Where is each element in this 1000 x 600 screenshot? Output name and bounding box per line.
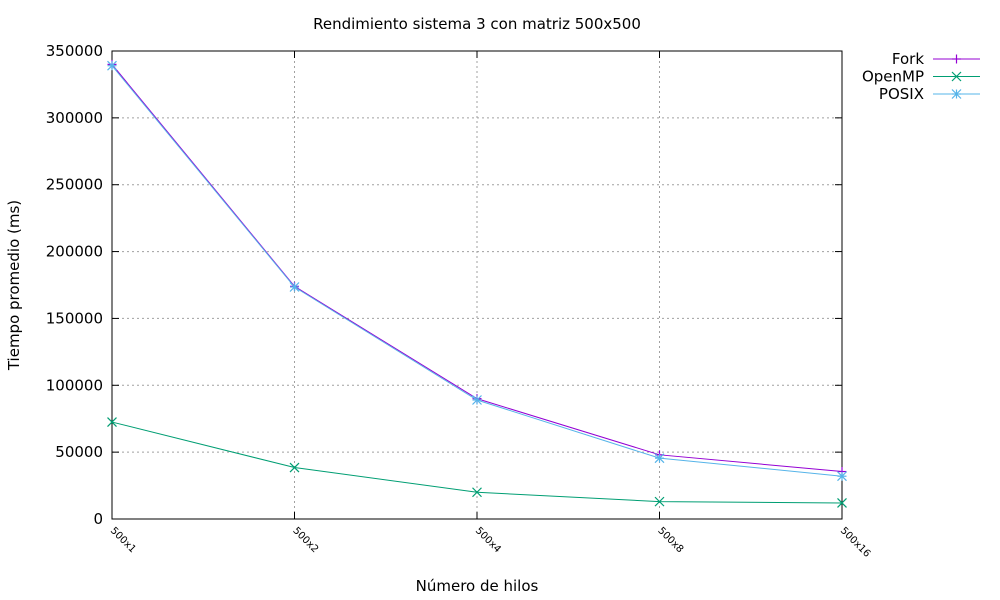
y-tick-label: 300000 xyxy=(46,109,103,127)
legend-label: OpenMP xyxy=(862,68,924,86)
data-point xyxy=(289,282,300,292)
series-openmp xyxy=(107,417,847,508)
x-axis-label: Número de hilos xyxy=(416,577,539,595)
series-group xyxy=(107,59,847,508)
x-tick-label: 500x2 xyxy=(290,525,320,555)
data-point xyxy=(472,395,482,405)
y-axis-ticks: 0 50000 100000 150000 200000 250000 300000 3500… xyxy=(46,42,842,528)
x-tick-label: 500x4 xyxy=(473,525,503,555)
data-point xyxy=(107,60,117,71)
legend-marker xyxy=(951,71,962,82)
y-tick-label: 0 xyxy=(93,510,103,528)
data-point xyxy=(837,498,847,508)
y-tick-label: 250000 xyxy=(46,176,103,194)
grid-lines xyxy=(112,51,842,519)
y-tick-label: 100000 xyxy=(46,376,103,394)
data-point xyxy=(472,487,482,498)
y-tick-label: 150000 xyxy=(46,309,103,327)
data-point xyxy=(654,496,665,507)
legend-label: Fork xyxy=(892,50,924,68)
x-tick-label: 500x8 xyxy=(655,525,685,555)
data-point xyxy=(837,471,847,482)
legend-item-posix: POSIX xyxy=(879,85,980,103)
legend-marker xyxy=(952,54,961,64)
legend-item-openmp: OpenMP xyxy=(862,68,980,86)
data-point xyxy=(654,453,665,464)
legend-marker xyxy=(951,89,962,99)
y-tick-label: 350000 xyxy=(46,42,103,60)
x-tick-label: 500x1 xyxy=(108,525,138,555)
chart-title: Rendimiento sistema 3 con matriz 500x500 xyxy=(313,15,641,33)
legend-item-fork: Fork xyxy=(892,50,980,68)
x-tick-label: 500x16 xyxy=(838,525,872,559)
data-point xyxy=(289,462,300,473)
y-axis-label: Tiempo promedio (ms) xyxy=(5,200,23,371)
y-tick-label: 50000 xyxy=(55,443,103,461)
x-axis-ticks: 500x1 500x2 500x4 500x8 500x16 xyxy=(108,51,872,560)
data-point xyxy=(107,417,117,427)
series-posix xyxy=(107,60,847,482)
y-tick-label: 200000 xyxy=(46,243,103,261)
legend-label: POSIX xyxy=(879,85,924,103)
